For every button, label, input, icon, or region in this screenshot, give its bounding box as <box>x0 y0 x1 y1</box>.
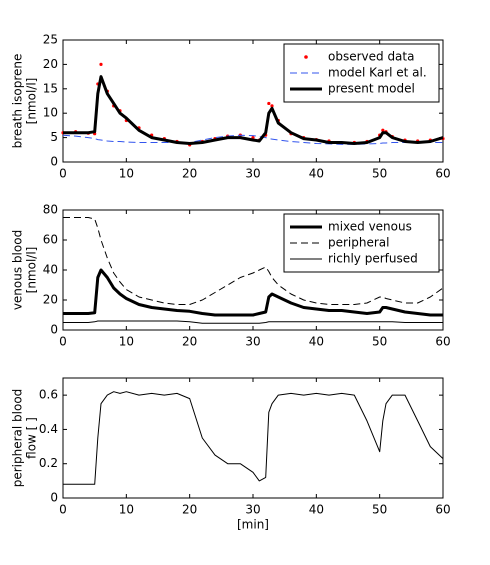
y-axis-label: peripheral blood <box>11 389 25 488</box>
x-tick-label: 20 <box>182 335 197 349</box>
x-tick-label: 0 <box>59 167 67 181</box>
y-tick-label: 5 <box>50 130 58 144</box>
x-tick-label: 30 <box>245 167 260 181</box>
y-tick-label: 0.2 <box>39 456 58 470</box>
series-line <box>63 320 443 324</box>
x-tick-label: 30 <box>245 503 260 517</box>
legend-label: richly perfused <box>328 252 418 266</box>
legend-label: observed data <box>328 50 414 64</box>
data-point <box>270 104 274 108</box>
x-tick-label: 60 <box>435 335 450 349</box>
y-tick-label: 20 <box>43 57 58 71</box>
series-line <box>63 268 443 317</box>
y-tick-label: 10 <box>43 106 58 120</box>
x-tick-label: 60 <box>435 503 450 517</box>
legend-label: model Karl et al. <box>328 66 427 80</box>
y-axis-label: flow [ ] <box>25 417 39 459</box>
x-tick-label: 50 <box>372 503 387 517</box>
y-tick-label: 0 <box>50 155 58 169</box>
y-tick-label: 60 <box>43 233 58 247</box>
data-point <box>99 62 103 66</box>
y-tick-label: 0.6 <box>39 388 58 402</box>
y-tick-label: 25 <box>43 33 58 47</box>
legend-box <box>283 213 440 273</box>
x-tick-label: 30 <box>245 335 260 349</box>
data-point <box>267 101 271 106</box>
x-tick-label: 0 <box>59 503 67 517</box>
plot-frame <box>62 377 444 499</box>
x-axis-label: [min] <box>237 518 269 532</box>
x-tick-label: 50 <box>372 167 387 181</box>
legend-label: present model <box>328 82 415 96</box>
series-line <box>63 391 444 485</box>
legend-swatch <box>304 55 308 59</box>
y-axis-label: [nmol/l] <box>25 78 39 125</box>
y-tick-label: 20 <box>43 293 58 307</box>
legend-label: mixed venous <box>328 220 412 234</box>
y-tick-label: 0 <box>50 323 58 337</box>
x-tick-label: 20 <box>182 167 197 181</box>
x-tick-label: 40 <box>309 167 324 181</box>
x-tick-label: 40 <box>309 503 324 517</box>
y-axis-label: breath isoprene <box>11 54 25 149</box>
x-tick-label: 40 <box>309 335 324 349</box>
x-tick-label: 10 <box>119 335 134 349</box>
y-tick-label: 0.4 <box>39 422 58 436</box>
legend-box <box>283 43 440 103</box>
series-line <box>62 134 443 145</box>
series-line <box>63 217 444 305</box>
x-tick-label: 60 <box>435 167 450 181</box>
x-tick-label: 10 <box>119 503 134 517</box>
y-axis-label: venous blood <box>11 230 25 310</box>
y-axis-label: [nmol/l] <box>25 247 39 294</box>
y-tick-label: 40 <box>43 263 58 277</box>
legend-label: peripheral <box>328 236 390 250</box>
x-tick-label: 0 <box>59 335 67 349</box>
y-tick-label: 15 <box>43 81 58 95</box>
x-tick-label: 50 <box>372 335 387 349</box>
y-tick-label: 80 <box>43 203 58 217</box>
x-tick-label: 10 <box>119 167 134 181</box>
series-line <box>63 75 444 145</box>
data-point <box>381 128 385 132</box>
x-tick-label: 20 <box>182 503 197 517</box>
y-tick-label: 0 <box>50 491 58 505</box>
